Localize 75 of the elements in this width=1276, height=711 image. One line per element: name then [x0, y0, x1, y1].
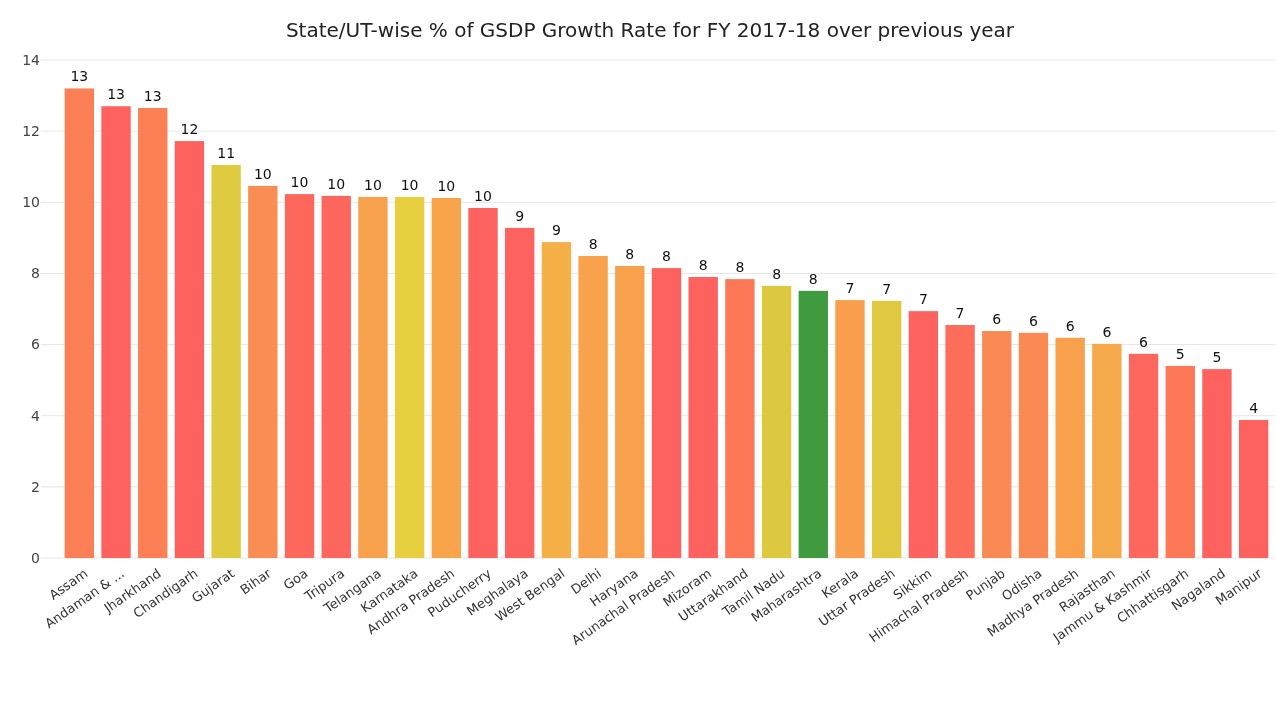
y-tick-label: 4	[31, 407, 41, 424]
data-label: 8	[698, 256, 708, 273]
data-label: 9	[515, 207, 525, 224]
bar	[982, 331, 1012, 558]
bar	[211, 164, 241, 558]
y-tick-label: 12	[22, 123, 40, 140]
bar	[908, 311, 939, 558]
bar	[394, 196, 425, 558]
data-label: 6	[992, 311, 1002, 328]
data-label: 6	[1102, 323, 1112, 340]
data-label: 9	[551, 222, 561, 239]
y-tick-label: 14	[22, 51, 41, 68]
bar	[431, 198, 461, 558]
bar	[248, 185, 278, 558]
bar	[651, 268, 682, 558]
bar	[505, 227, 535, 558]
data-label: 10	[437, 178, 456, 195]
bar	[1055, 337, 1085, 558]
y-tick-label: 8	[31, 265, 40, 282]
bar	[615, 265, 645, 558]
data-label: 8	[808, 270, 818, 287]
data-label: 8	[772, 265, 782, 282]
bar	[1238, 419, 1269, 558]
data-label: 13	[143, 88, 162, 105]
y-tick-label: 10	[22, 194, 40, 211]
bar	[321, 195, 351, 558]
bar	[101, 106, 131, 558]
data-label: 7	[882, 280, 892, 297]
bar	[761, 285, 792, 558]
bar	[64, 88, 95, 558]
data-label: 10	[253, 165, 272, 182]
bar	[835, 300, 865, 558]
bar	[725, 279, 755, 558]
data-label: 10	[364, 176, 382, 193]
data-label: 10	[400, 176, 419, 193]
data-label: 6	[1029, 312, 1039, 329]
data-label: 6	[1139, 333, 1149, 350]
data-label: 8	[735, 259, 745, 276]
data-label: 13	[70, 68, 89, 85]
bar	[1165, 365, 1195, 558]
bar	[358, 196, 388, 558]
bar	[1092, 343, 1122, 558]
bar	[798, 290, 828, 558]
data-label: 8	[662, 248, 671, 265]
data-label: 7	[918, 291, 928, 308]
data-label: 12	[180, 121, 199, 138]
bar	[541, 242, 572, 558]
bar	[1128, 353, 1159, 558]
bar	[468, 207, 498, 558]
data-label: 10	[327, 175, 346, 192]
bar	[872, 300, 902, 558]
bar	[284, 194, 315, 558]
chart-title: State/UT-wise % of GSDP Growth Rate for FY 2017-18 over previous year	[285, 18, 1015, 42]
bar	[578, 256, 608, 558]
data-label: 8	[588, 236, 598, 252]
data-label: 4	[1249, 399, 1259, 416]
bar	[138, 108, 168, 558]
data-label: 13	[107, 86, 125, 103]
y-tick-label: 6	[31, 336, 41, 353]
data-label: 10	[474, 187, 492, 204]
data-label: 11	[217, 144, 236, 161]
data-label: 7	[845, 280, 855, 297]
data-label: 5	[1175, 345, 1185, 362]
bar	[688, 276, 718, 558]
bar	[1018, 332, 1049, 558]
data-label: 5	[1212, 349, 1222, 366]
bar	[174, 141, 205, 558]
bar	[945, 325, 975, 558]
bar	[1202, 369, 1232, 558]
data-label: 6	[1065, 317, 1075, 334]
data-label: 10	[290, 174, 309, 191]
data-label: 8	[625, 245, 635, 262]
y-tick-label: 0	[31, 549, 40, 566]
data-label: 7	[955, 305, 965, 322]
y-tick-label: 2	[31, 478, 40, 495]
